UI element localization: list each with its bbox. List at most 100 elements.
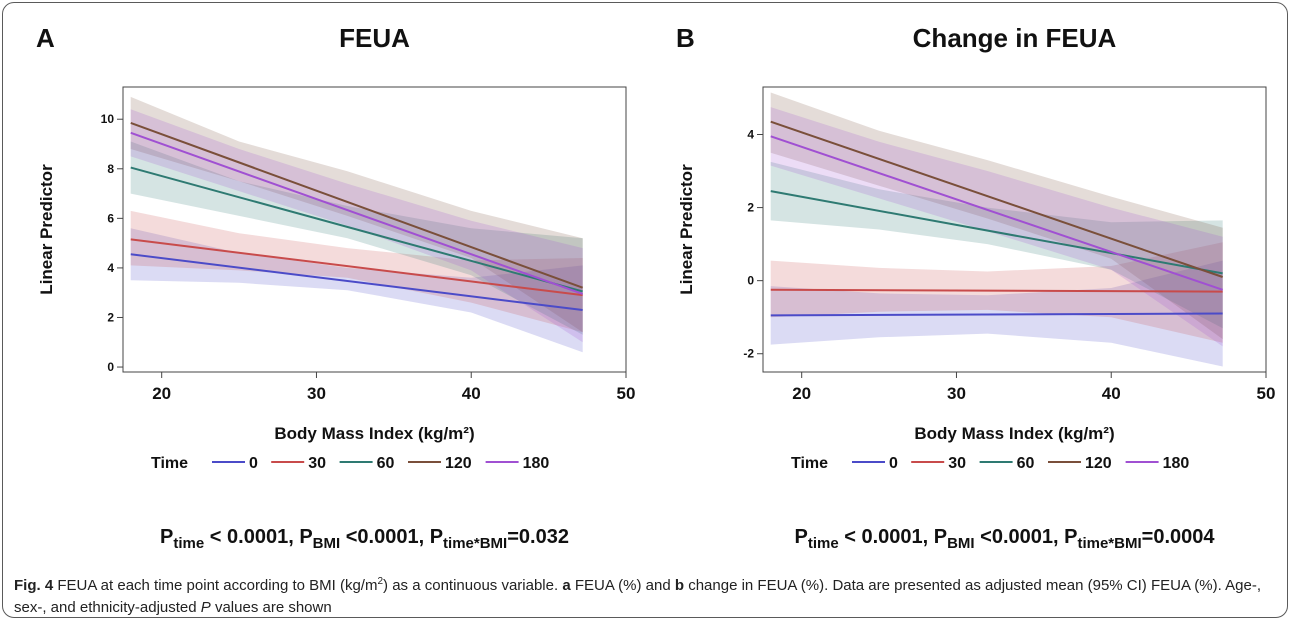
legend-label-time-30: 30 <box>308 455 326 472</box>
series-lines <box>770 120 1223 317</box>
series-line-time-60 <box>770 190 1223 275</box>
chart-title: Change in FEUA <box>913 23 1117 53</box>
band-time-30 <box>130 210 583 333</box>
band-time-0 <box>130 228 583 353</box>
band-time-60 <box>130 141 583 335</box>
caption-text-2: ) as a continuous variable. <box>383 577 563 594</box>
legend-label-time-60: 60 <box>377 455 395 472</box>
legend-label-time-180: 180 <box>523 455 550 472</box>
legend-label-time-60: 60 <box>1017 455 1035 472</box>
legend-title: Time <box>151 455 188 472</box>
p-value-text: < 0.0001, <box>839 526 934 548</box>
band-time-120 <box>130 96 583 333</box>
band-time-30 <box>770 242 1223 343</box>
series-line-time-30 <box>770 288 1223 293</box>
y-tick-label: -2 <box>743 347 754 361</box>
x-tick-label: 20 <box>792 384 811 403</box>
x-tick-label: 30 <box>947 384 966 403</box>
caption-text-5: values are shown <box>210 599 332 616</box>
caption-text-4: change in FEUA (%). Data are presented a… <box>14 577 1261 616</box>
caption-p: P <box>200 599 211 616</box>
y-tick-label: 0 <box>107 360 114 374</box>
p-value-text: =0.0004 <box>1142 526 1216 548</box>
p-subscript: BMI <box>947 535 975 552</box>
plot-frame <box>762 86 1267 373</box>
caption-text-1: FEUA at each time point according to BMI… <box>53 577 378 594</box>
legend-label-time-0: 0 <box>889 455 898 472</box>
x-axis-label: Body Mass Index (kg/m²) <box>914 424 1114 443</box>
x-tick-label: 50 <box>617 384 636 403</box>
series-line-time-30 <box>130 238 583 297</box>
y-axis-label: Linear Predictor <box>37 164 56 295</box>
band-time-60 <box>770 161 1223 329</box>
legend-label-time-30: 30 <box>948 455 966 472</box>
series-line-time-0 <box>770 312 1223 317</box>
series-line-time-180 <box>130 131 584 295</box>
series-line-time-0 <box>130 253 583 312</box>
x-axis-label: Body Mass Index (kg/m²) <box>274 424 474 443</box>
x-tick-label: 40 <box>1102 384 1121 403</box>
p-value-text: <0.0001, <box>975 526 1065 548</box>
series-line-time-120 <box>130 121 584 289</box>
confidence-bands <box>130 96 583 353</box>
p-subscript: time*BMI <box>443 535 507 552</box>
p-value-text: <0.0001, <box>340 526 430 548</box>
legend-title: Time <box>791 455 828 472</box>
band-time-120 <box>770 92 1223 340</box>
band-time-180 <box>130 109 583 343</box>
y-tick-label: 2 <box>747 201 754 215</box>
x-tick-label: 50 <box>1257 384 1276 403</box>
y-tick-label: 2 <box>107 310 114 324</box>
y-tick-label: 6 <box>107 211 114 225</box>
x-tick-label: 40 <box>462 384 481 403</box>
y-axis-label: Linear Predictor <box>677 164 696 295</box>
legend: Time 0 30 60 120 180 <box>151 455 549 472</box>
legend: Time 0 30 60 120 180 <box>791 455 1189 472</box>
p-subscript: time <box>173 535 204 552</box>
legend-label-time-120: 120 <box>1085 455 1112 472</box>
p-symbol: P <box>160 526 173 548</box>
p-symbol: P <box>299 526 312 548</box>
y-tick-label: 4 <box>107 261 114 275</box>
legend-label-time-120: 120 <box>445 455 472 472</box>
panel-letter: A <box>36 23 55 53</box>
series-line-time-60 <box>130 166 583 293</box>
chart-title: FEUA <box>339 23 410 53</box>
p-subscript: BMI <box>313 535 341 552</box>
caption-fig-label: Fig. 4 <box>14 577 54 594</box>
caption-sup: 2 <box>377 576 384 587</box>
p-subscript: time <box>808 535 839 552</box>
p-symbol: P <box>934 526 947 548</box>
p-value-text: =0.032 <box>507 526 569 548</box>
y-tick-label: 0 <box>747 274 754 288</box>
confidence-bands <box>770 92 1223 367</box>
legend-label-time-0: 0 <box>249 455 258 472</box>
caption-a: a <box>562 577 571 594</box>
p-values: Ptime < 0.0001, PBMI <0.0001, Ptime*BMI=… <box>160 526 569 552</box>
p-values: Ptime < 0.0001, PBMI <0.0001, Ptime*BMI=… <box>794 526 1215 552</box>
y-tick-label: 10 <box>101 112 115 126</box>
p-symbol: P <box>430 526 443 548</box>
y-tick-label: 8 <box>107 162 114 176</box>
caption-b: b <box>674 577 685 594</box>
series-line-time-180 <box>770 135 1223 291</box>
p-symbol: P <box>794 526 807 548</box>
p-subscript: time*BMI <box>1077 535 1141 552</box>
figure-caption: Fig. 4 FEUA at each time point according… <box>14 571 1280 619</box>
panel-a: A FEUA 20 30 40 50 0 2 4 6 8 10 Body Mass Index (kg/… <box>36 23 635 552</box>
panel-letter: B <box>676 23 695 53</box>
x-tick-label: 30 <box>307 384 326 403</box>
series-lines <box>130 121 584 312</box>
x-tick-label: 20 <box>152 384 171 403</box>
legend-label-time-180: 180 <box>1163 455 1190 472</box>
y-tick-label: 4 <box>747 128 754 142</box>
p-value-text: < 0.0001, <box>204 526 299 548</box>
series-line-time-120 <box>770 120 1223 278</box>
p-symbol: P <box>1064 526 1077 548</box>
caption-text-3: FEUA (%) and <box>570 577 675 594</box>
plot-frame <box>122 86 627 373</box>
band-time-180 <box>770 107 1223 347</box>
panel-b: B Change in FEUA 20 30 40 50 -2 0 2 4 Body Mass In… <box>676 23 1275 552</box>
